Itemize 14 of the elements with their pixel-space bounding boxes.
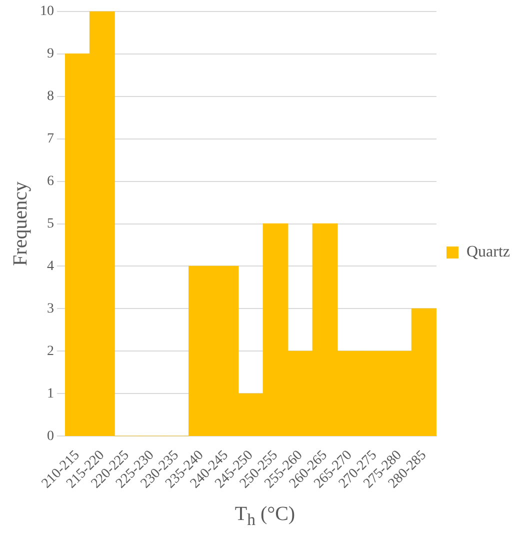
y-tick-label: 5 [47,216,54,232]
y-tick-label: 0 [47,428,54,444]
y-tick-label: 6 [47,174,54,189]
y-axis-title: Frequency [9,182,32,266]
y-tick-label: 1 [47,386,54,402]
y-tick-label: 7 [47,131,54,146]
x-axis-title: T$_{h}$ (°C) [234,503,296,530]
y-tick-label: 4 [47,258,54,274]
y-tick-label: 3 [47,301,54,316]
y-tick-label: 2 [47,344,54,359]
legend-label: Quartz [466,244,510,261]
y-tick-label: 10 [40,4,54,20]
y-tick-label: 8 [47,89,54,104]
y-tick-label: 9 [47,46,54,62]
